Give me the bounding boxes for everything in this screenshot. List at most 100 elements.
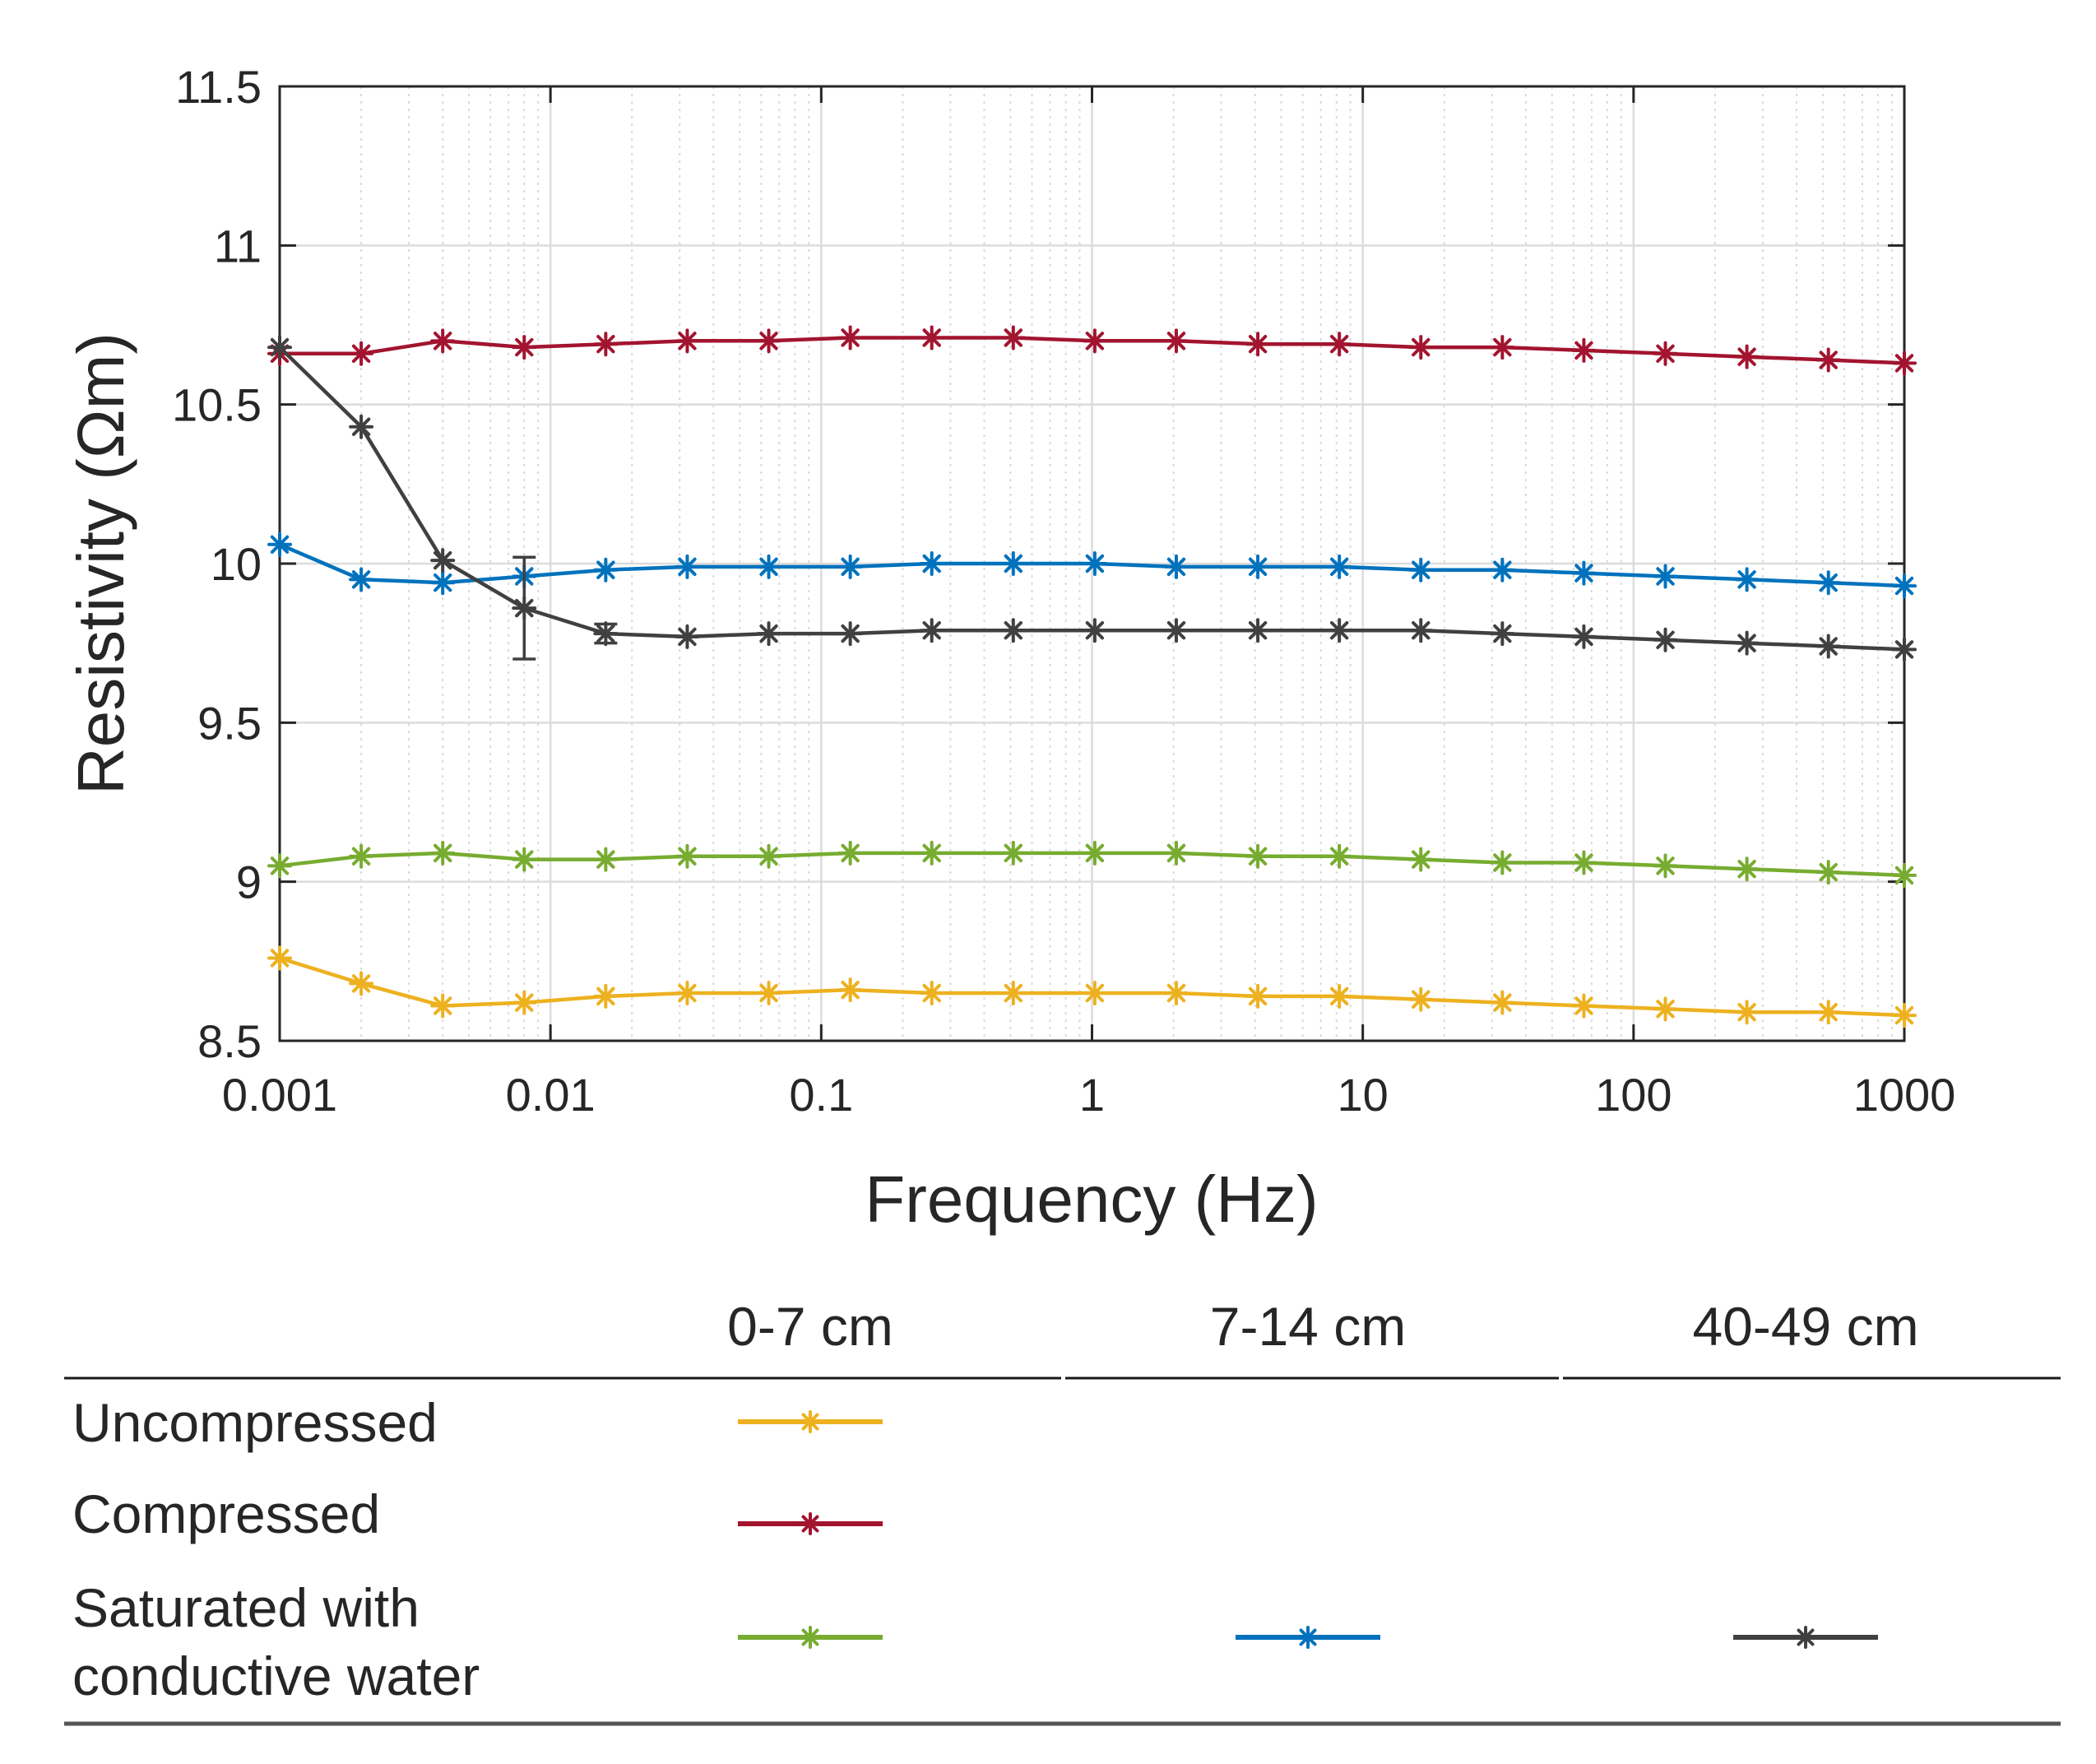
x-tick-label: 0.01 bbox=[506, 1069, 596, 1121]
data-point-marker bbox=[267, 335, 292, 360]
x-tick-label: 100 bbox=[1595, 1069, 1672, 1121]
data-point-marker bbox=[837, 554, 863, 579]
series-layer bbox=[267, 325, 1917, 1028]
data-point-marker bbox=[1794, 1626, 1817, 1649]
legend-row-label: Compressed bbox=[72, 1483, 380, 1544]
y-tick-labels: 8.5 9 9.5 10 10.5 11 11.5 bbox=[172, 61, 262, 1067]
y-tick-label: 8.5 bbox=[197, 1015, 262, 1067]
y-tick-label: 9 bbox=[236, 856, 262, 908]
data-point-marker bbox=[593, 847, 619, 872]
data-point-marker bbox=[799, 1626, 822, 1649]
data-point-marker bbox=[919, 325, 944, 350]
data-point-marker bbox=[1653, 564, 1678, 589]
data-point-marker bbox=[512, 990, 537, 1015]
data-point-marker bbox=[430, 840, 456, 866]
data-point-marker bbox=[1734, 344, 1760, 369]
legend-row: Saturated with conductive water bbox=[72, 1577, 1878, 1706]
data-point-marker bbox=[1490, 990, 1515, 1015]
data-point-marker bbox=[919, 618, 944, 643]
data-point-marker bbox=[1082, 618, 1107, 643]
data-point-marker bbox=[675, 843, 700, 869]
data-point-marker bbox=[267, 945, 292, 971]
legend-row-label: Saturated with bbox=[72, 1577, 420, 1638]
y-tick-label: 9.5 bbox=[197, 697, 262, 749]
data-point-marker bbox=[1815, 347, 1841, 373]
legend-column-header: 40-49 cm bbox=[1692, 1296, 1918, 1357]
data-point-marker bbox=[799, 1410, 822, 1433]
data-point-marker bbox=[1408, 847, 1434, 872]
data-point-marker bbox=[1245, 983, 1271, 1009]
data-point-marker bbox=[1163, 618, 1189, 643]
data-point-marker bbox=[1892, 862, 1917, 888]
data-point-marker bbox=[1571, 850, 1597, 875]
data-point-marker bbox=[1082, 328, 1107, 354]
x-tick-label: 0.1 bbox=[789, 1069, 853, 1121]
data-point-marker bbox=[430, 993, 456, 1019]
x-tick-label: 1 bbox=[1079, 1069, 1105, 1121]
data-point-marker bbox=[267, 532, 292, 557]
data-point-marker bbox=[1408, 557, 1434, 583]
data-point-marker bbox=[1653, 996, 1678, 1022]
data-point-marker bbox=[1408, 986, 1434, 1012]
x-tick-label: 10 bbox=[1338, 1069, 1389, 1121]
data-point-marker bbox=[1815, 634, 1841, 659]
data-point-marker bbox=[919, 840, 944, 866]
data-point-marker bbox=[1815, 1000, 1841, 1025]
data-point-marker bbox=[756, 621, 781, 647]
data-point-marker bbox=[1734, 1000, 1760, 1025]
data-point-marker bbox=[512, 335, 537, 360]
data-point-marker bbox=[1327, 618, 1352, 643]
legend-column-header: 0-7 cm bbox=[727, 1296, 893, 1357]
legend-row-label: conductive water bbox=[72, 1646, 480, 1706]
data-point-marker bbox=[267, 853, 292, 879]
legend-rules bbox=[64, 1376, 2061, 1726]
series-1 bbox=[267, 945, 1917, 1028]
data-point-marker bbox=[675, 328, 700, 354]
data-point-marker bbox=[349, 567, 374, 592]
data-point-marker bbox=[1490, 335, 1515, 360]
data-point-marker bbox=[512, 596, 537, 621]
data-point-marker bbox=[1163, 981, 1189, 1005]
legend-rows: Uncompressed Compressed Saturated with cond… bbox=[72, 1392, 1878, 1706]
data-point-marker bbox=[837, 977, 863, 1003]
y-axis-title: Resistivity (Ωm) bbox=[64, 332, 137, 795]
data-point-marker bbox=[919, 981, 944, 1005]
data-point-marker bbox=[1571, 560, 1597, 586]
data-point-marker bbox=[1082, 981, 1107, 1005]
x-tick-label: 1000 bbox=[1853, 1069, 1956, 1121]
data-point-marker bbox=[593, 332, 619, 357]
data-point-marker bbox=[1245, 332, 1271, 357]
series-5 bbox=[267, 335, 1917, 662]
data-point-marker bbox=[1892, 573, 1917, 599]
data-point-marker bbox=[1245, 843, 1271, 869]
data-point-marker bbox=[1000, 618, 1026, 643]
data-point-marker bbox=[1815, 570, 1841, 596]
data-point-marker bbox=[1571, 993, 1597, 1019]
data-point-marker bbox=[756, 554, 781, 579]
data-point-marker bbox=[1327, 332, 1352, 357]
legend-swatch bbox=[1236, 1626, 1380, 1649]
data-point-marker bbox=[349, 971, 374, 996]
data-point-marker bbox=[1000, 981, 1026, 1005]
data-point-marker bbox=[1296, 1626, 1319, 1649]
data-point-marker bbox=[1327, 983, 1352, 1009]
data-point-marker bbox=[512, 847, 537, 872]
data-point-marker bbox=[919, 551, 944, 576]
data-point-marker bbox=[1892, 350, 1917, 376]
data-point-marker bbox=[1490, 557, 1515, 583]
data-point-marker bbox=[1327, 554, 1352, 579]
data-point-marker bbox=[1734, 630, 1760, 656]
legend-column-header: 7-14 cm bbox=[1210, 1296, 1406, 1357]
legend-column-headers: 0-7 cm 7-14 cm 40-49 cm bbox=[727, 1296, 1918, 1357]
data-point-marker bbox=[1653, 853, 1678, 879]
data-point-marker bbox=[837, 621, 863, 647]
legend-row: Uncompressed bbox=[72, 1392, 883, 1453]
legend-swatch bbox=[738, 1626, 883, 1649]
data-point-marker bbox=[1571, 624, 1597, 649]
data-point-marker bbox=[593, 557, 619, 583]
data-point-marker bbox=[1000, 325, 1026, 350]
data-point-marker bbox=[837, 840, 863, 866]
y-tick-label: 11.5 bbox=[175, 61, 262, 113]
data-point-marker bbox=[1000, 840, 1026, 866]
